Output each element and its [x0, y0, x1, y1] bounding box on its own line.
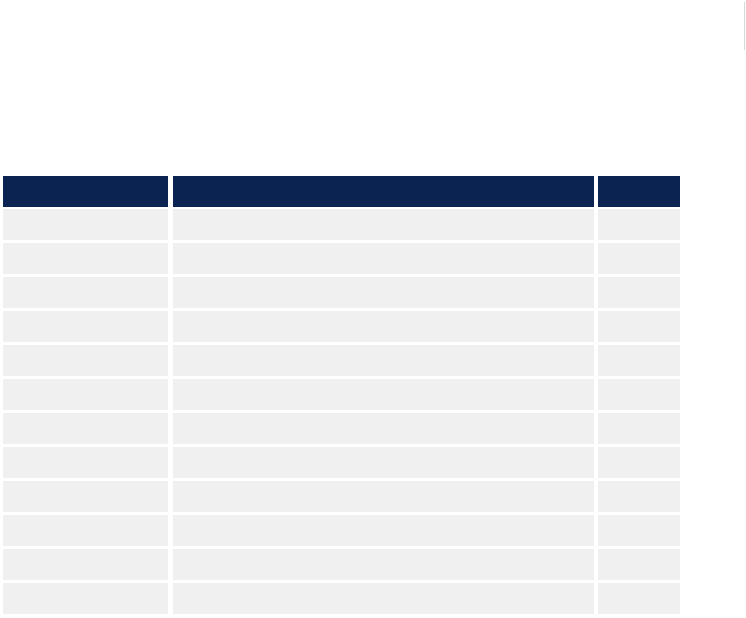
header-cell	[173, 176, 594, 207]
table-cell	[598, 515, 680, 546]
table-cell	[598, 345, 680, 376]
table-cell	[3, 413, 168, 444]
table-cell	[598, 243, 680, 274]
table-cell	[598, 277, 680, 308]
table-cell	[598, 447, 680, 478]
table-cell	[3, 481, 168, 512]
table-cell	[3, 243, 168, 274]
table-cell	[3, 447, 168, 478]
header-cell	[3, 176, 168, 207]
table-cell	[3, 209, 168, 240]
table-cell	[173, 243, 594, 274]
table-cell	[173, 515, 594, 546]
table-cell	[598, 481, 680, 512]
table-cell	[173, 209, 594, 240]
table-cell	[3, 345, 168, 376]
table-cell	[598, 583, 680, 614]
table-cell	[173, 583, 594, 614]
table-cell	[598, 413, 680, 444]
table-cell	[3, 311, 168, 342]
table-cell	[598, 209, 680, 240]
table-cell	[3, 549, 168, 580]
table-cell	[3, 583, 168, 614]
table-cell	[3, 277, 168, 308]
table-cell	[173, 277, 594, 308]
table-cell	[173, 311, 594, 342]
table-cell	[173, 549, 594, 580]
header-cell	[598, 176, 680, 207]
table-cell	[598, 311, 680, 342]
table-cell	[3, 379, 168, 410]
table-cell	[173, 447, 594, 478]
table-cell	[173, 379, 594, 410]
table-cell	[598, 549, 680, 580]
table-cell	[3, 515, 168, 546]
table-cell	[173, 345, 594, 376]
table-cell	[173, 481, 594, 512]
table	[3, 176, 680, 614]
table-cell	[173, 413, 594, 444]
table-cell	[598, 379, 680, 410]
